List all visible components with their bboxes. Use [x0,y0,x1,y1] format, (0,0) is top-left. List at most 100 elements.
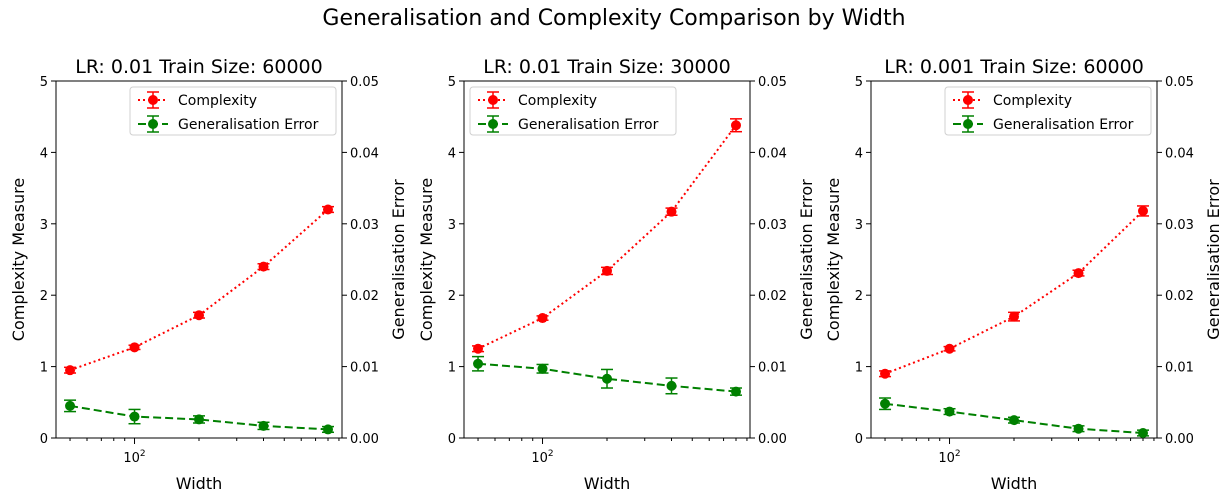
data-point [473,343,484,354]
chart-panel-3: LR: 0.001 Train Size: 60000 0 1 2 3 4 5 0.00 0.0… [824,56,1223,493]
series-line [477,124,737,350]
y-right-axis-label: Generalisation Error [389,179,408,340]
y-left-tick-label: 2 [855,289,863,304]
y-right-tick-label: 0.05 [350,75,379,90]
data-point [602,265,613,276]
y-right-tick-label: 0.05 [1165,75,1194,90]
y-right-tick-label: 0.02 [1165,289,1194,304]
data-point [1009,415,1020,426]
legend-box [129,86,337,136]
chart-panel-2: LR: 0.01 Train Size: 30000 0 1 2 3 4 5 0.00 0.01… [417,56,816,493]
data-point [473,358,484,369]
data-point [880,368,891,379]
x-axis-label: Width [584,474,630,493]
legend-marker [963,95,973,105]
legend-marker [488,95,498,105]
y-right-tick-label: 0.04 [350,146,379,161]
series-line [477,362,737,393]
x-tick-label: 102 [938,449,960,466]
y-left-tick-label: 4 [40,146,48,161]
y-right-tick-label: 0.01 [758,361,787,376]
y-left-tick-label: 5 [40,75,48,90]
data-point [1137,428,1148,439]
legend-label: Generalisation Error [993,117,1134,133]
data-point [602,373,613,384]
y-right-axis-label: Generalisation Error [1204,179,1223,340]
legend-marker [488,119,498,129]
y-right-tick-label: 0.02 [350,289,379,304]
legend: Complexity Generalisation Error [129,86,337,136]
legend-marker [148,95,158,105]
y-right-tick-label: 0.05 [758,75,787,90]
y-left-tick-label: 3 [40,218,48,233]
y-left-tick-label: 4 [855,146,863,161]
y-left-tick-label: 1 [40,361,48,376]
y-left-tick-label: 1 [448,361,456,376]
y-right-tick-label: 0.04 [1165,146,1194,161]
data-point [194,414,205,425]
y-right-tick-label: 0.01 [350,361,379,376]
data-point [1137,205,1148,216]
x-tick-label: 102 [531,449,553,466]
y-left-tick-label: 3 [448,218,456,233]
y-right-tick-label: 0.03 [1165,218,1194,233]
figure-title: Generalisation and Complexity Comparison… [322,6,906,31]
data-point [258,420,269,431]
legend-label: Generalisation Error [518,117,659,133]
y-left-tick-label: 4 [448,146,456,161]
y-left-tick-label: 0 [855,432,863,447]
y-left-axis-label: Complexity Measure [824,178,843,341]
y-right-tick-label: 0.04 [758,146,787,161]
x-axis-label: Width [176,474,222,493]
data-point [880,398,891,409]
legend-box [944,86,1152,136]
data-point [666,380,677,391]
data-point [944,406,955,417]
data-point [258,261,269,272]
legend-label: Complexity [518,93,597,109]
legend: Complexity Generalisation Error [469,86,677,136]
data-point [1073,268,1084,279]
y-left-tick-label: 3 [855,218,863,233]
legend-label: Complexity [993,93,1072,109]
y-right-tick-label: 0.02 [758,289,787,304]
data-point [194,310,205,321]
series-line [884,210,1144,375]
y-left-tick-label: 1 [855,361,863,376]
y-left-tick-label: 5 [448,75,456,90]
series-line [69,208,329,372]
data-point [537,363,548,374]
y-right-tick-label: 0.00 [758,432,787,447]
y-left-tick-label: 2 [448,289,456,304]
y-left-axis-label: Complexity Measure [9,178,28,341]
legend-marker [963,119,973,129]
data-point [730,120,741,131]
data-point [65,400,76,411]
chart-title: LR: 0.001 Train Size: 60000 [884,56,1144,78]
y-left-tick-label: 2 [40,289,48,304]
y-right-tick-label: 0.03 [758,218,787,233]
y-right-tick-label: 0.03 [350,218,379,233]
y-left-axis-label: Complexity Measure [417,178,436,341]
legend: Complexity Generalisation Error [944,86,1152,136]
x-tick-label: 102 [123,449,145,466]
data-point [129,342,140,353]
legend-label: Complexity [178,93,257,109]
y-left-tick-label: 5 [855,75,863,90]
chart-title: LR: 0.01 Train Size: 60000 [75,56,323,78]
data-point [129,411,140,422]
y-right-tick-label: 0.00 [350,432,379,447]
series-line [884,402,1144,434]
data-point [322,204,333,215]
data-point [322,424,333,435]
legend-marker [148,119,158,129]
data-point [1073,423,1084,434]
data-point [666,206,677,217]
chart-title: LR: 0.01 Train Size: 30000 [483,56,731,78]
y-right-tick-label: 0.00 [1165,432,1194,447]
data-point [65,365,76,376]
data-point [944,343,955,354]
y-left-tick-label: 0 [40,432,48,447]
data-point [537,313,548,324]
